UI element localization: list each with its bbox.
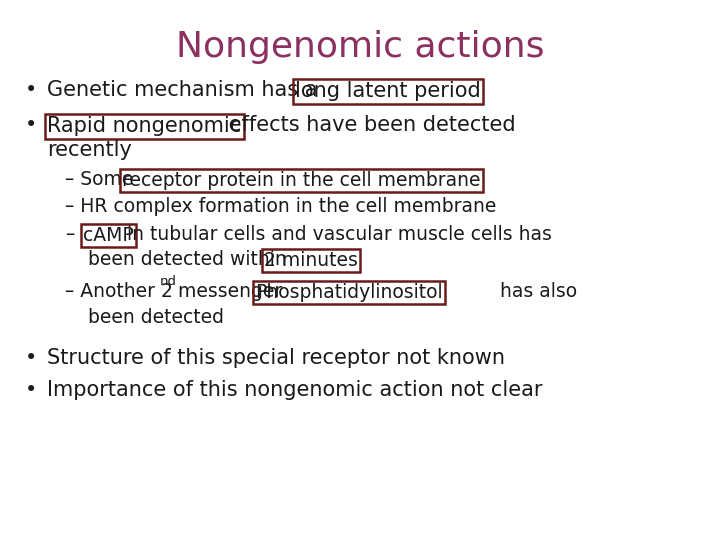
Text: Phosphatidylinositol: Phosphatidylinositol [255,283,443,302]
Text: – HR complex formation in the cell membrane: – HR complex formation in the cell membr… [65,197,496,216]
Text: Structure of this special receptor not known: Structure of this special receptor not k… [47,348,505,368]
Text: has also: has also [494,282,577,301]
Text: •: • [25,115,37,135]
Text: 2 minutes: 2 minutes [264,251,358,270]
Text: •: • [25,348,37,368]
Text: nd: nd [160,275,177,288]
Text: receptor protein in the cell membrane: receptor protein in the cell membrane [122,171,480,190]
Text: cAMP: cAMP [83,226,134,245]
Text: Rapid nongenomic: Rapid nongenomic [47,116,241,136]
Text: •: • [25,80,37,100]
Text: effects have been detected: effects have been detected [222,115,516,135]
Text: been detected within: been detected within [88,250,293,269]
Text: been detected: been detected [88,308,224,327]
Text: long latent period: long latent period [295,81,481,101]
Text: –: – [65,225,74,244]
Text: recently: recently [47,140,132,160]
Text: – Another 2: – Another 2 [65,282,173,301]
Text: messenger: messenger [172,282,288,301]
Text: Nongenomic actions: Nongenomic actions [176,30,544,64]
Text: •: • [25,380,37,400]
Text: Importance of this nongenomic action not clear: Importance of this nongenomic action not… [47,380,542,400]
Text: in tubular cells and vascular muscle cells has: in tubular cells and vascular muscle cel… [121,225,552,244]
Text: – Some: – Some [65,170,140,189]
Text: Genetic mechanism has a: Genetic mechanism has a [47,80,324,100]
